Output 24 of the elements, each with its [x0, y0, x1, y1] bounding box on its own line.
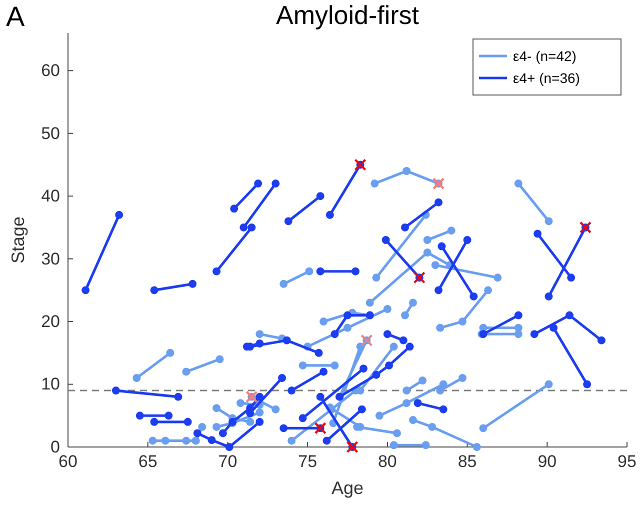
y-tick-label: 40: [41, 186, 60, 206]
y-axis-title: Stage: [8, 216, 28, 264]
legend-label: ε4- (n=42): [513, 48, 576, 64]
y-tick-label: 0: [50, 437, 60, 456]
point: [346, 440, 358, 454]
y-tick-label: 20: [41, 312, 60, 331]
chart-title: Amyloid-first: [276, 0, 420, 30]
point: [579, 221, 592, 234]
x-tick-label: 65: [138, 452, 158, 472]
y-tick-label: 30: [41, 249, 60, 268]
x-tick-label: 75: [298, 452, 318, 472]
x-tick-label: 70: [218, 452, 238, 472]
point: [432, 177, 445, 190]
y-tick-label: 10: [41, 374, 60, 394]
x-tick-label: 90: [538, 452, 557, 472]
x-tick-label: 80: [378, 452, 397, 472]
y-tick-label: 50: [41, 124, 60, 143]
legend-label: ε4+ (n=36): [513, 70, 580, 86]
x-axis-title: Age: [331, 478, 364, 498]
text: A: [6, 1, 25, 32]
x-tick-label: 95: [618, 452, 636, 472]
x-tick-label: 85: [458, 452, 477, 472]
y-tick-label: 60: [41, 61, 60, 80]
x-tick-label: 60: [58, 452, 78, 472]
